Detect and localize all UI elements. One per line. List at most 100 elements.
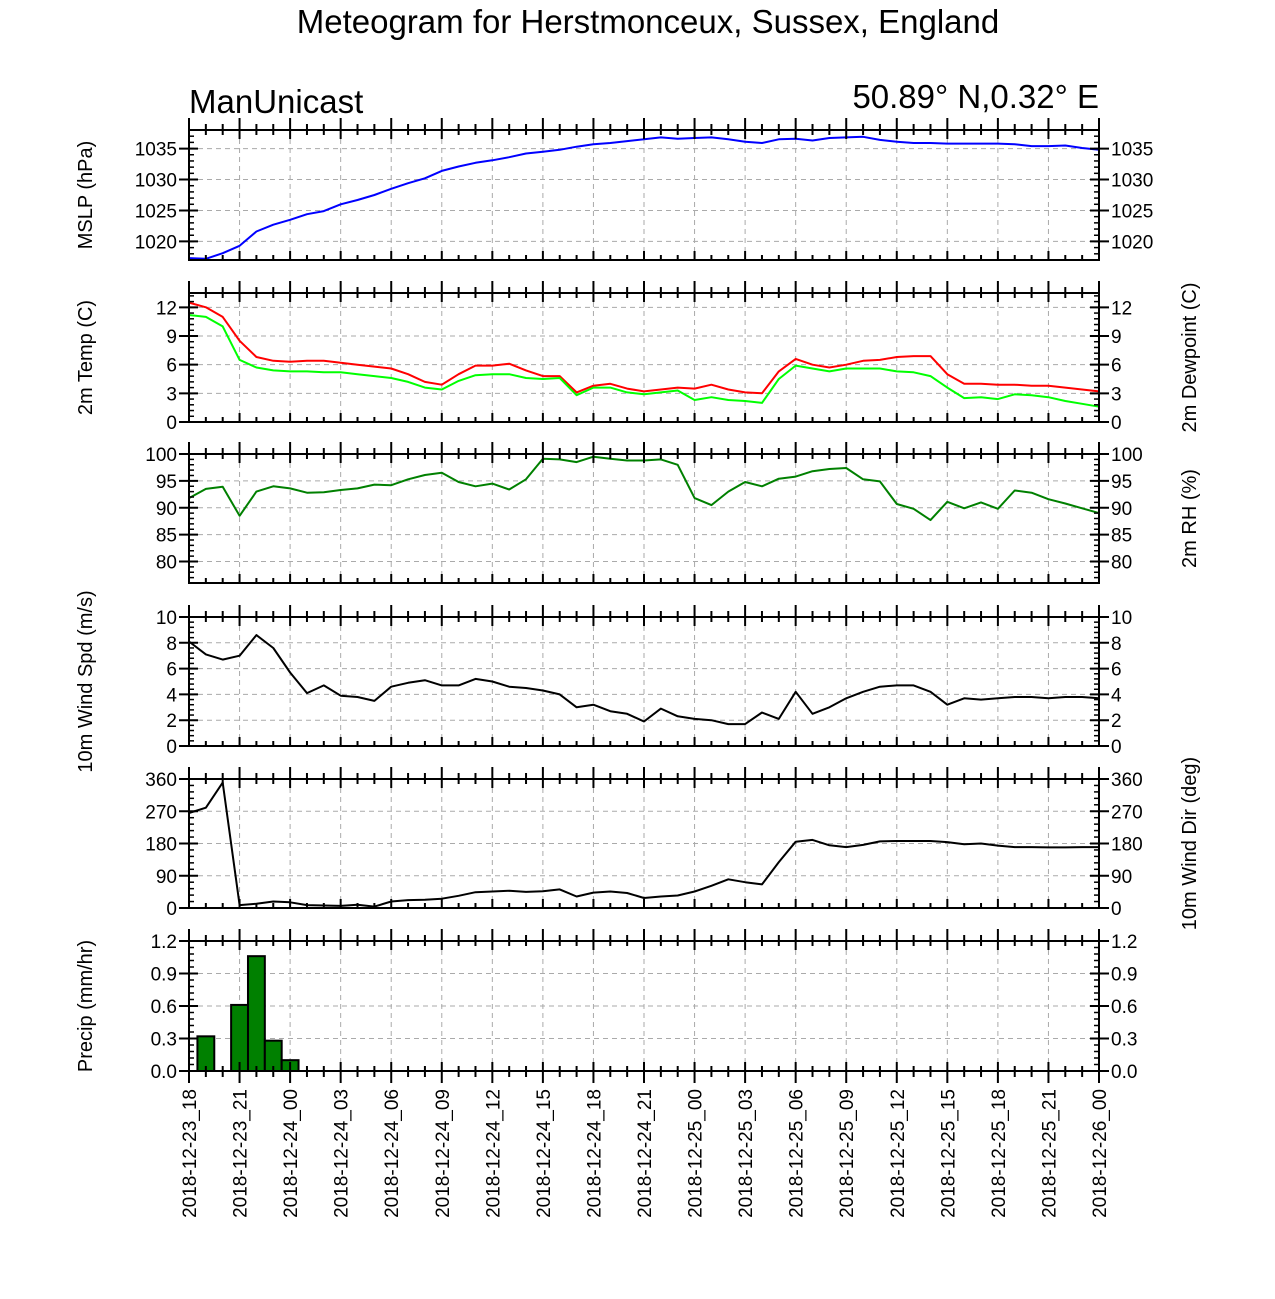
y-tick-label-right: 95 (1111, 472, 1132, 493)
y-tick-label-left: 12 (156, 298, 177, 319)
x-tick-label: 2018-12-25_15 (938, 1089, 959, 1218)
y-tick-label-right: 1.2 (1111, 932, 1137, 953)
y-tick-label-left: 1020 (135, 232, 177, 253)
y-tick-label-left: 180 (145, 835, 177, 856)
y-tick-label-right: 1035 (1111, 140, 1153, 161)
y-tick-label-right: 180 (1111, 835, 1143, 856)
chart-title: Meteogram for Herstmonceux, Sussex, Engl… (297, 3, 1000, 40)
location-label: 50.89° N,0.32° E (852, 78, 1099, 115)
y-tick-label-right: 0.0 (1111, 1062, 1137, 1083)
y-tick-label-left: 6 (166, 356, 177, 377)
y-axis-label-left: MSLP (hPa) (75, 141, 97, 250)
y-tick-label-left: 100 (145, 445, 177, 466)
y-tick-label-left: 270 (145, 802, 177, 823)
y-tick-label-right: 0 (1111, 737, 1122, 758)
x-tick-label: 2018-12-25_00 (686, 1089, 707, 1218)
x-tick-label: 2018-12-25_18 (989, 1089, 1010, 1218)
y-tick-label-right: 1025 (1111, 201, 1153, 222)
y-tick-label-left: 1030 (135, 171, 177, 192)
x-tick-label: 2018-12-24_18 (584, 1089, 605, 1218)
y-tick-label-right: 0 (1111, 413, 1122, 434)
y-tick-label-left: 0.3 (151, 1030, 177, 1051)
y-tick-label-right: 360 (1111, 770, 1143, 791)
y-tick-label-right: 0.9 (1111, 965, 1137, 986)
y-tick-label-right: 6 (1111, 660, 1122, 681)
y-tick-label-left: 0.9 (151, 965, 177, 986)
x-tick-label: 2018-12-24_21 (635, 1089, 656, 1218)
y-tick-label-right: 80 (1111, 553, 1132, 574)
x-tick-label: 2018-12-23_21 (231, 1089, 252, 1218)
precip-bar (246, 955, 266, 1073)
y-tick-label-left: 1035 (135, 140, 177, 161)
y-tick-label-right: 270 (1111, 802, 1143, 823)
y-tick-label-left: 0.0 (151, 1062, 177, 1083)
y-tick-label-right: 12 (1111, 298, 1132, 319)
x-tick-label: 2018-12-25_12 (888, 1089, 909, 1218)
y-tick-label-right: 0.3 (1111, 1030, 1137, 1051)
y-axis-label-right: 10m Wind Dir (deg) (1179, 757, 1201, 930)
y-tick-label-left: 80 (156, 553, 177, 574)
y-tick-label-right: 6 (1111, 356, 1122, 377)
model-label: ManUnicast (189, 83, 363, 120)
y-axis-label-left: Precip (mm/hr) (75, 940, 97, 1072)
y-tick-label-right: 90 (1111, 499, 1132, 520)
y-tick-label-left: 95 (156, 472, 177, 493)
panel-temp: 0 0 3 3 6 6 9 9 12 12 2m Temp (C) 2m Dewpoint (C) (75, 281, 1201, 434)
y-tick-label-left: 0 (166, 737, 177, 758)
y-tick-label-right: 85 (1111, 526, 1132, 547)
y-tick-label-left: 2 (166, 711, 177, 732)
y-tick-label-left: 85 (156, 526, 177, 547)
y-tick-label-right: 8 (1111, 634, 1122, 655)
y-tick-label-left: 0 (166, 413, 177, 434)
y-tick-label-right: 0 (1111, 899, 1122, 920)
precip-bar (230, 1003, 249, 1073)
y-tick-label-left: 4 (166, 685, 177, 706)
x-tick-label: 2018-12-25_06 (787, 1089, 808, 1218)
panel-wspd: 0 0 2 2 4 4 6 6 8 8 10 10 10m Wind Spd (m/s) (75, 590, 1132, 772)
y-tick-label-left: 0.6 (151, 997, 177, 1018)
y-tick-label-right: 1030 (1111, 171, 1153, 192)
y-tick-label-right: 3 (1111, 384, 1122, 405)
y-tick-label-left: 8 (166, 634, 177, 655)
y-tick-label-right: 1020 (1111, 232, 1153, 253)
x-tick-label: 2018-12-24_12 (483, 1089, 504, 1218)
y-tick-label-right: 4 (1111, 685, 1122, 706)
y-axis-label-right: 2m Dewpoint (C) (1179, 282, 1201, 432)
series-line-mslp (188, 135, 1100, 260)
y-tick-label-right: 0.6 (1111, 997, 1137, 1018)
y-tick-label-right: 2 (1111, 711, 1122, 732)
y-tick-label-left: 360 (145, 770, 177, 791)
series-line-temp (188, 314, 1100, 408)
series-line-wspd (188, 634, 1100, 726)
y-tick-label-left: 3 (166, 384, 177, 405)
y-axis-label-left: 2m Temp (C) (75, 300, 97, 415)
y-tick-label-right: 10 (1111, 608, 1132, 629)
y-tick-label-left: 90 (156, 499, 177, 520)
y-tick-label-left: 1.2 (151, 932, 177, 953)
y-tick-label-right: 9 (1111, 327, 1122, 348)
series-line-temp (188, 301, 1100, 395)
x-tick-label: 2018-12-24_03 (332, 1089, 353, 1218)
x-tick-label: 2018-12-26_00 (1090, 1089, 1111, 1218)
x-tick-label: 2018-12-24_15 (534, 1089, 555, 1218)
x-tick-label: 2018-12-25_03 (736, 1089, 757, 1218)
precip-bar (196, 1035, 216, 1073)
x-tick-label: 2018-12-25_21 (1039, 1089, 1060, 1218)
y-tick-label-left: 9 (166, 327, 177, 348)
y-axis-label-right: 2m RH (%) (1179, 469, 1201, 568)
panel-mslp: 1020 1020 1025 1025 1030 1030 1035 1035 MSLP (hP… (75, 118, 1153, 261)
y-tick-label-left: 1025 (135, 201, 177, 222)
x-tick-label: 2018-12-24_06 (382, 1089, 403, 1218)
y-axis-label-left: 10m Wind Spd (m/s) (75, 590, 97, 772)
panel-wdir: 0 0 90 90 180 180 270 270 360 360 10m Wind Dir (de… (145, 757, 1201, 930)
panel-precip: 0.0 0.0 0.3 0.3 0.6 0.6 0.9 0.9 1.2 1.2 Precip (mm… (75, 929, 1137, 1083)
y-tick-label-left: 0 (166, 899, 177, 920)
y-tick-label-right: 100 (1111, 445, 1143, 466)
x-tick-label: 2018-12-23_18 (180, 1089, 201, 1218)
x-tick-label: 2018-12-24_09 (433, 1089, 454, 1218)
y-tick-label-left: 10 (156, 608, 177, 629)
y-tick-label-right: 90 (1111, 867, 1132, 888)
panel-rh: 80 80 85 85 90 90 95 95 100 100 2m RH (%) (145, 442, 1201, 584)
